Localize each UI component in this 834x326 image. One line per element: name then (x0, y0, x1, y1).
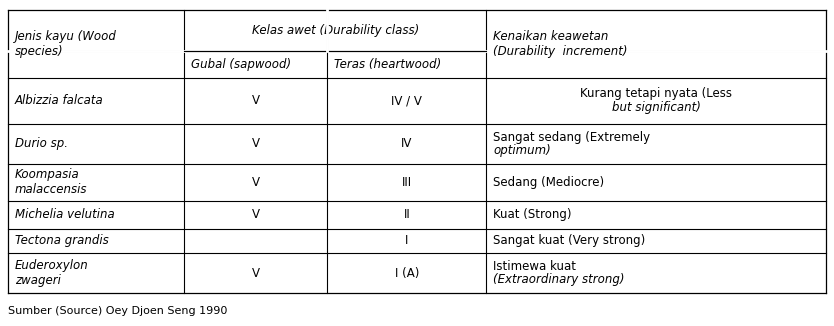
Text: Euderoxylon
zwageri: Euderoxylon zwageri (15, 259, 88, 287)
Text: Sedang (Mediocre): Sedang (Mediocre) (493, 176, 605, 189)
Text: I (A): I (A) (394, 267, 419, 280)
Text: IV: IV (401, 137, 413, 150)
Text: Sangat sedang (Extremely: Sangat sedang (Extremely (493, 131, 651, 144)
Text: Koompasia
malaccensis: Koompasia malaccensis (15, 169, 88, 197)
Text: V: V (252, 137, 259, 150)
Text: Teras (heartwood): Teras (heartwood) (334, 58, 441, 71)
Text: Durio sp.: Durio sp. (15, 137, 68, 150)
Text: Jenis kayu (Wood
species): Jenis kayu (Wood species) (15, 30, 117, 58)
Text: I: I (405, 234, 409, 247)
Text: (Extraordinary strong): (Extraordinary strong) (493, 274, 625, 286)
Text: V: V (252, 94, 259, 107)
Text: III: III (402, 176, 412, 189)
Text: optimum): optimum) (493, 144, 551, 157)
Text: Tectona grandis: Tectona grandis (15, 234, 108, 247)
Text: Michelia velutina: Michelia velutina (15, 208, 115, 221)
Text: Kurang tetapi nyata (Less: Kurang tetapi nyata (Less (580, 87, 732, 100)
Text: V: V (252, 208, 259, 221)
Text: Sumber (Source) Oey Djoen Seng 1990: Sumber (Source) Oey Djoen Seng 1990 (8, 306, 228, 317)
Text: Kuat (Strong): Kuat (Strong) (493, 208, 571, 221)
Text: Gubal (sapwood): Gubal (sapwood) (191, 58, 291, 71)
Text: Kenaikan keawetan
(Durability  increment): Kenaikan keawetan (Durability increment) (493, 30, 628, 58)
Text: V: V (252, 176, 259, 189)
Text: V: V (252, 267, 259, 280)
Text: Albizzia falcata: Albizzia falcata (15, 94, 103, 107)
Text: Istimewa kuat: Istimewa kuat (493, 260, 576, 273)
Text: II: II (404, 208, 410, 221)
Text: Sangat kuat (Very strong): Sangat kuat (Very strong) (493, 234, 646, 247)
Text: Kelas awet (Durability class): Kelas awet (Durability class) (252, 24, 419, 37)
Text: IV / V: IV / V (391, 94, 422, 107)
Text: but significant): but significant) (611, 101, 701, 114)
